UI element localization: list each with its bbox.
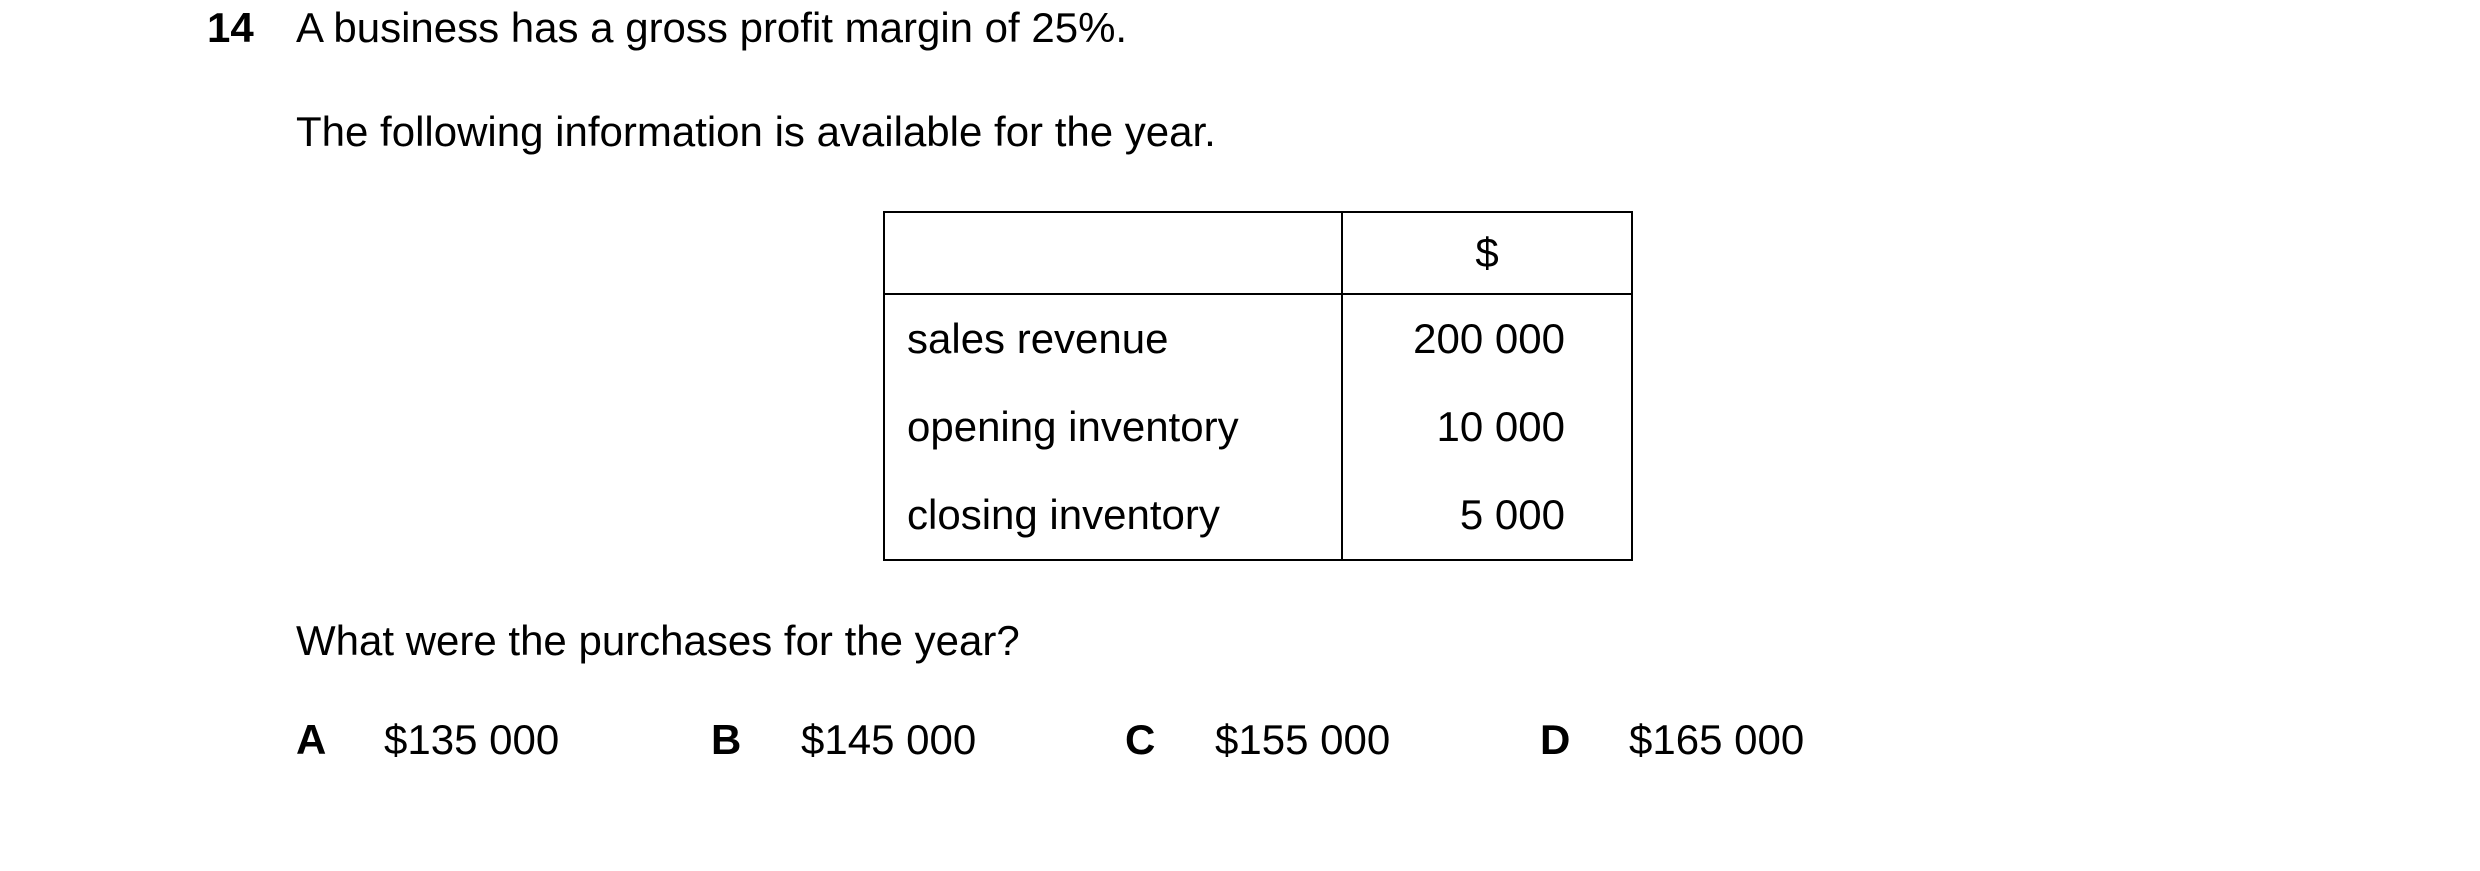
question-prompt: What were the purchases for the year?: [296, 617, 1020, 664]
table-row-value: 10 000: [1341, 383, 1633, 471]
table-row-label: sales revenue: [883, 294, 1343, 383]
question-number: 14: [207, 4, 254, 51]
option-value[interactable]: $135 000: [384, 716, 560, 763]
option-value[interactable]: $165 000: [1629, 716, 1805, 763]
table-row-value: 200 000: [1341, 294, 1633, 383]
option-letter: A: [296, 716, 327, 763]
table-row: closing inventory 5 000: [883, 471, 1633, 561]
table-row-label: closing inventory: [883, 471, 1343, 561]
option-value[interactable]: $155 000: [1215, 716, 1391, 763]
table-row-value: 5 000: [1341, 471, 1633, 561]
question-stem-line-2: The following information is available f…: [296, 108, 1216, 155]
table-header-label: [883, 211, 1343, 295]
option-letter: D: [1540, 716, 1571, 763]
option-letter: C: [1125, 716, 1156, 763]
question-stem-line-1: A business has a gross profit margin of …: [296, 4, 1128, 51]
table-header-row: $: [883, 211, 1633, 295]
option-letter: B: [711, 716, 742, 763]
table-row-label: opening inventory: [883, 383, 1343, 471]
table-header-currency: $: [1341, 211, 1633, 295]
option-value[interactable]: $145 000: [801, 716, 977, 763]
table-row: sales revenue 200 000: [883, 294, 1633, 383]
table-row: opening inventory 10 000: [883, 383, 1633, 471]
information-table: $ sales revenue 200 000 opening inventor…: [883, 211, 1633, 561]
